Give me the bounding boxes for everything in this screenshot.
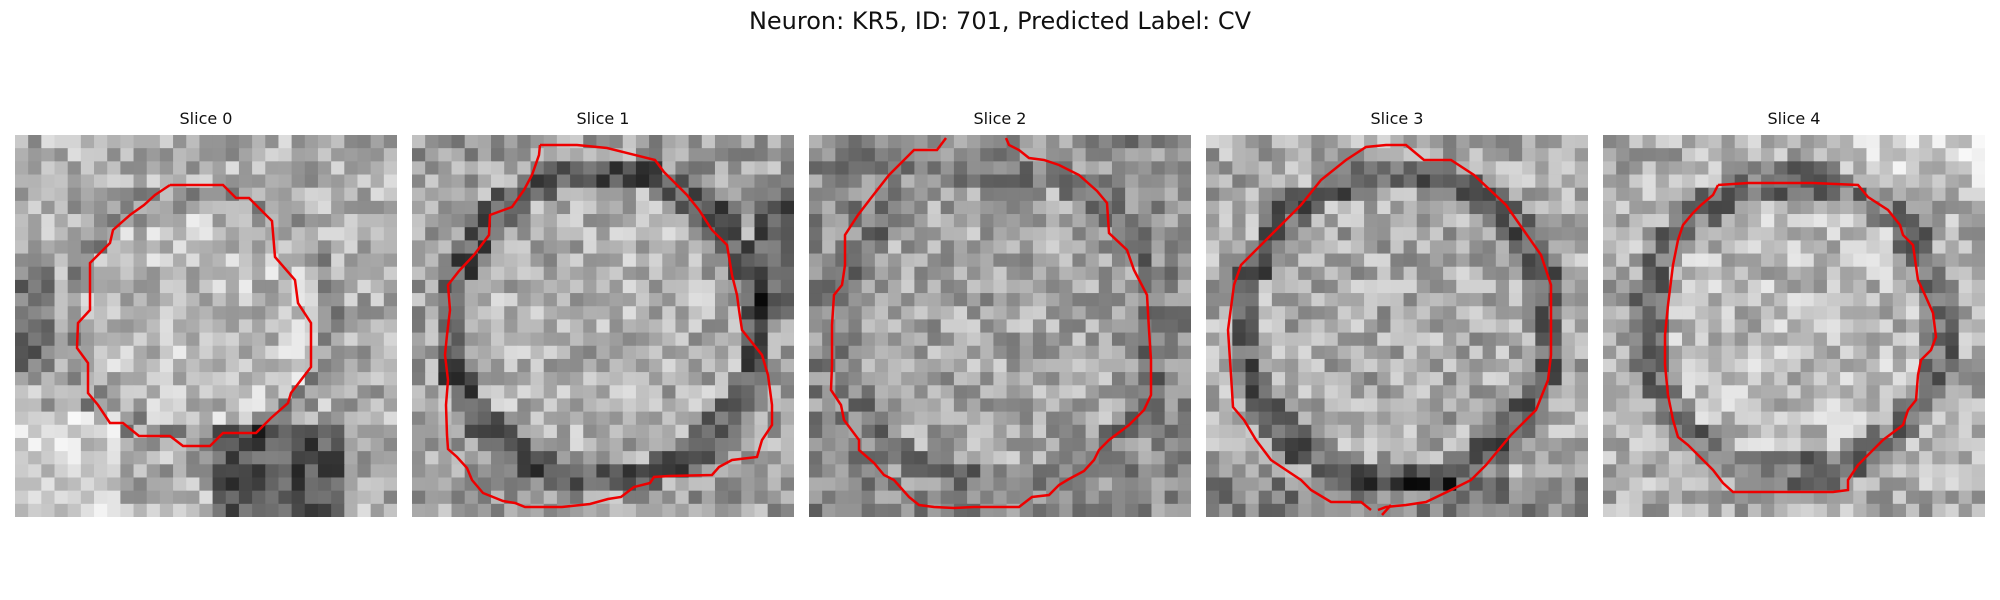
figure-title: Neuron: KR5, ID: 701, Predicted Label: C… [0,6,2000,36]
slice-2-pixels [809,135,1191,517]
slice-0-title: Slice 0 [15,109,397,129]
slice-1-title: Slice 1 [412,109,794,129]
slice-3-canvas [1206,135,1588,517]
slice-4-image [1603,135,1985,517]
slice-1-canvas [412,135,794,517]
slice-2-image [809,135,1191,517]
slice-0-pixels [15,135,397,517]
slice-0-canvas [15,135,397,517]
slice-2-canvas [809,135,1191,517]
slice-2-title: Slice 2 [809,109,1191,129]
slice-3-pixels [1206,135,1588,517]
slice-0-image [15,135,397,517]
slice-4-title: Slice 4 [1603,109,1985,129]
slice-3-image [1206,135,1588,517]
slice-4-pixels [1603,135,1985,517]
slice-1-image [412,135,794,517]
slice-4-canvas [1603,135,1985,517]
slice-3-title: Slice 3 [1206,109,1588,129]
